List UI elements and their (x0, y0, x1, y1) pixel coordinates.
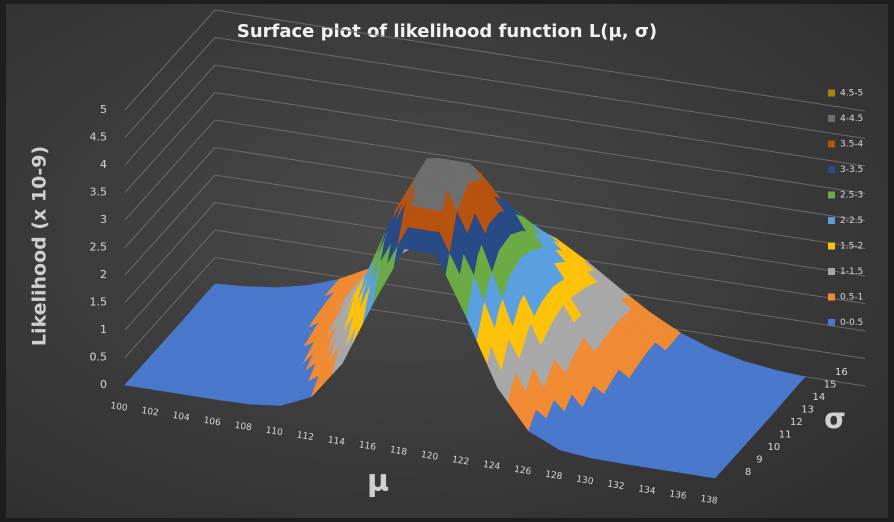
y-tick-label: 14 (813, 392, 826, 403)
x-tick-label: 108 (234, 421, 253, 434)
legend: 4.5-5 4-4.5 3.5-4 3-3.5 2.5-3 2-2.5 1.5-2 1-1.5… (828, 89, 864, 328)
x-tick-label: 126 (513, 465, 532, 478)
x-tick-label: 134 (638, 484, 657, 497)
grid (124, 9, 866, 387)
grid-line (124, 257, 216, 358)
z-tick-label: 0.5 (90, 351, 108, 364)
legend-swatch (828, 217, 835, 224)
x-tick-label: 112 (296, 431, 315, 444)
x-tick-label: 110 (265, 426, 284, 439)
z-tick-label: 2 (100, 268, 107, 281)
y-tick-label: 11 (779, 430, 792, 441)
legend-swatch (828, 191, 835, 199)
x-tick-label: 138 (700, 494, 719, 507)
x-tick-label: 128 (544, 470, 563, 483)
x-tick-label: 100 (110, 401, 129, 414)
x-tick-label: 102 (141, 406, 160, 419)
z-tick-label: 1 (100, 323, 107, 336)
legend-swatch (828, 115, 835, 122)
y-tick-label: 12 (790, 417, 803, 428)
legend-label: 2.5-3 (840, 191, 863, 201)
x-tick-label: 104 (172, 411, 191, 424)
grid-line (124, 202, 216, 303)
grid-line (214, 9, 866, 112)
x-tick-label: 130 (575, 475, 594, 488)
grid-line (124, 119, 216, 221)
x-tick-label: 136 (669, 489, 688, 502)
surface (124, 157, 806, 479)
y-tick-label: 15 (824, 380, 837, 391)
legend-swatch (828, 166, 835, 173)
legend-label: 2-2.5 (840, 216, 863, 226)
y-tick-label: 10 (768, 442, 781, 453)
legend-label: 3.5-4 (840, 140, 864, 150)
legend-label: 1.5-2 (840, 242, 863, 252)
legend-label: 1-1.5 (840, 267, 863, 277)
x-tick-label: 106 (203, 416, 222, 429)
chart-title: Surface plot of likelihood function L(μ,… (237, 21, 657, 42)
y-tick-label: 16 (835, 367, 848, 378)
grid-line (214, 64, 866, 167)
surface-patch (704, 471, 720, 479)
y-tick-label: 13 (801, 405, 814, 416)
legend-swatch (828, 319, 835, 326)
legend-label: 4.5-5 (840, 89, 863, 99)
legend-swatch (828, 89, 835, 97)
legend-swatch (828, 293, 835, 301)
legend-label: 0-0.5 (840, 318, 863, 328)
grid-line (124, 147, 216, 248)
grid-line (214, 174, 866, 277)
z-tick-label: 4.5 (90, 131, 108, 144)
x-tick-label: 120 (420, 450, 439, 463)
x-tick-label: 124 (482, 460, 501, 473)
x-axis-label: μ (367, 464, 389, 499)
grid-line (124, 37, 216, 138)
z-tick-label: 4 (100, 158, 107, 171)
z-tick-label: 0 (100, 378, 107, 391)
grid-line (124, 64, 216, 166)
legend-swatch (828, 242, 835, 250)
legend-label: 4-4.5 (840, 114, 863, 124)
y-axis-label: σ (824, 402, 846, 435)
y-tick-label: 9 (756, 455, 762, 466)
x-tick-label: 116 (358, 440, 377, 453)
legend-swatch (828, 268, 835, 275)
grid-line (124, 229, 216, 331)
grid-line (214, 92, 866, 194)
z-tick-label: 3.5 (90, 186, 108, 199)
grid-line (124, 9, 216, 111)
z-tick-label: 2.5 (90, 241, 108, 254)
grid-line (214, 37, 866, 139)
y-tick-label: 8 (745, 467, 751, 478)
legend-swatch (828, 140, 835, 148)
x-tick-label: 118 (389, 445, 408, 458)
x-tick-label: 122 (451, 455, 470, 468)
grid-line (124, 174, 216, 276)
z-tick-label: 1.5 (90, 296, 108, 309)
x-tick-label: 114 (327, 435, 346, 448)
legend-label: 3-3.5 (840, 165, 863, 175)
z-tick-label: 5 (100, 103, 107, 116)
z-axis-label: Likelihood (x 10-9) (29, 146, 51, 346)
grid-line (124, 92, 216, 193)
z-tick-label: 3 (100, 213, 107, 226)
grid-line (214, 119, 866, 222)
x-tick-label: 132 (606, 480, 625, 493)
legend-label: 0.5-1 (840, 293, 863, 303)
grid-line (214, 147, 866, 249)
